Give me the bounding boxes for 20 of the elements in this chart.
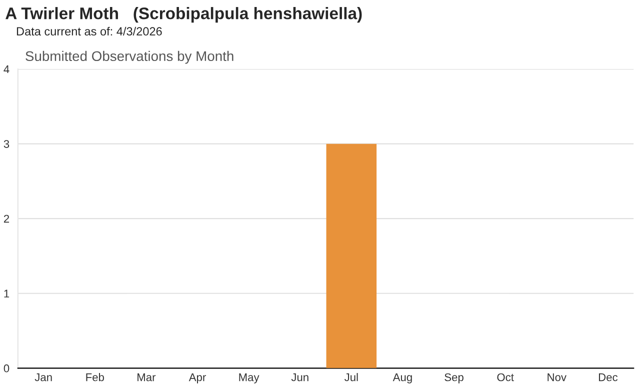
y-tick-label: 1: [4, 290, 10, 298]
y-tick-label: 2: [4, 214, 10, 223]
chart-title: A Twirler Moth (Scrobipalpula henshawiella): [6, 7, 362, 23]
x-tick-label: Sep: [444, 373, 464, 384]
x-tick-label: Feb: [86, 373, 104, 382]
x-tick-label: Mar: [138, 373, 156, 382]
x-tick-label: May: [239, 373, 260, 384]
x-tick-label: Dec: [598, 373, 618, 382]
x-tick-label: Oct: [497, 373, 514, 382]
y-tick-label: 4: [4, 65, 10, 74]
y-tick-label: 0: [4, 364, 10, 372]
x-tick-label: Nov: [548, 373, 566, 382]
text: Submitted Observations by Month: [26, 50, 234, 64]
x-tick-label: Jan: [34, 373, 52, 382]
y-tick-label: 3: [4, 140, 10, 148]
x-tick-label: Jul: [344, 373, 358, 382]
chart-subtitle: Data current as of: 4/3/2026: [16, 26, 162, 36]
x-tick-label: Apr: [188, 373, 206, 384]
x-tick-label: Jun: [291, 373, 308, 382]
x-tick-label: Aug: [392, 373, 412, 384]
